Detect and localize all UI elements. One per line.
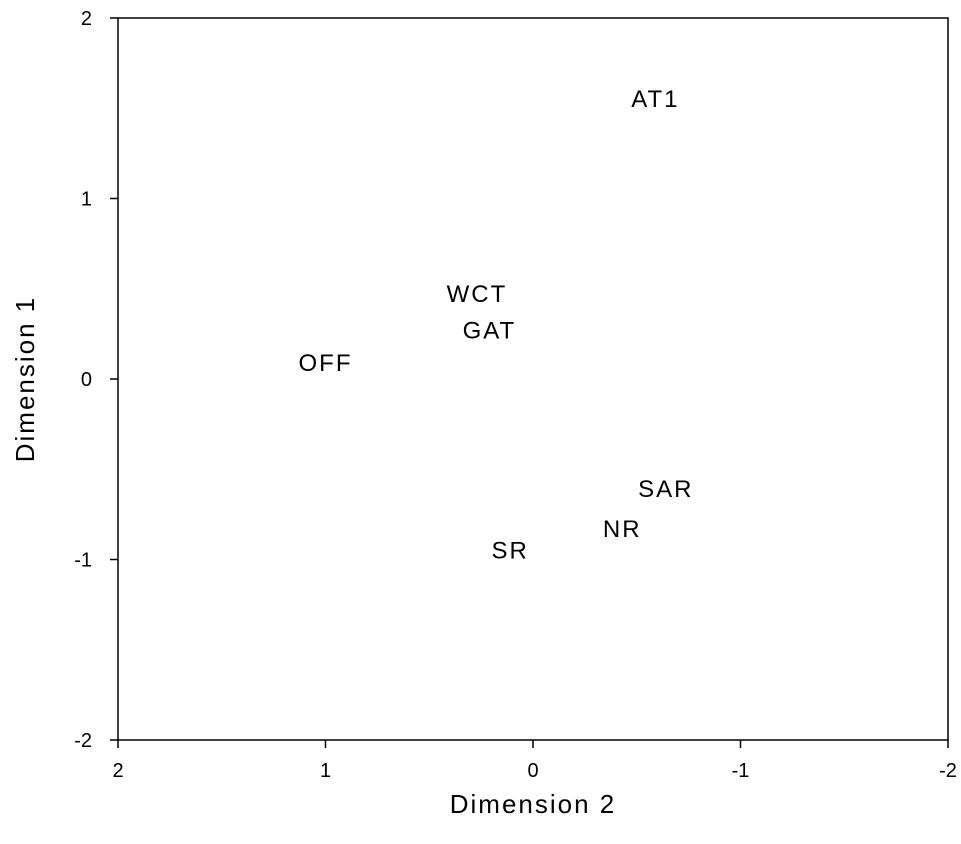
x-tick-label: 2 [112,760,123,782]
point-label-off: OFF [299,350,353,377]
x-tick-label: -1 [732,760,750,782]
x-axis-title: Dimension 2 [450,789,617,819]
plot-frame [117,17,949,741]
point-label-gat: GAT [463,317,517,344]
point-label-wct: WCT [447,281,508,308]
x-tick-label: 0 [527,760,538,782]
y-tick-label: -1 [74,550,92,572]
x-tick-label: 1 [320,760,331,782]
x-axis-ticks: 2 1 0 -1 -2 [112,740,957,782]
point-label-sr: SR [492,537,529,564]
point-label-at1: AT1 [631,86,679,113]
y-tick-label: 1 [81,189,92,211]
y-tick-label: 0 [81,369,92,391]
y-tick-label: 2 [81,8,92,30]
point-label-nr: NR [603,516,642,543]
data-points: AT1 WCT GAT OFF SAR NR SR [299,86,693,564]
y-tick-label: -2 [74,730,92,752]
y-axis-ticks: 2 1 0 -1 -2 [74,8,118,752]
x-tick-label: -2 [939,760,957,782]
y-axis-title: Dimension 1 [10,296,40,463]
point-label-sar: SAR [638,476,693,503]
